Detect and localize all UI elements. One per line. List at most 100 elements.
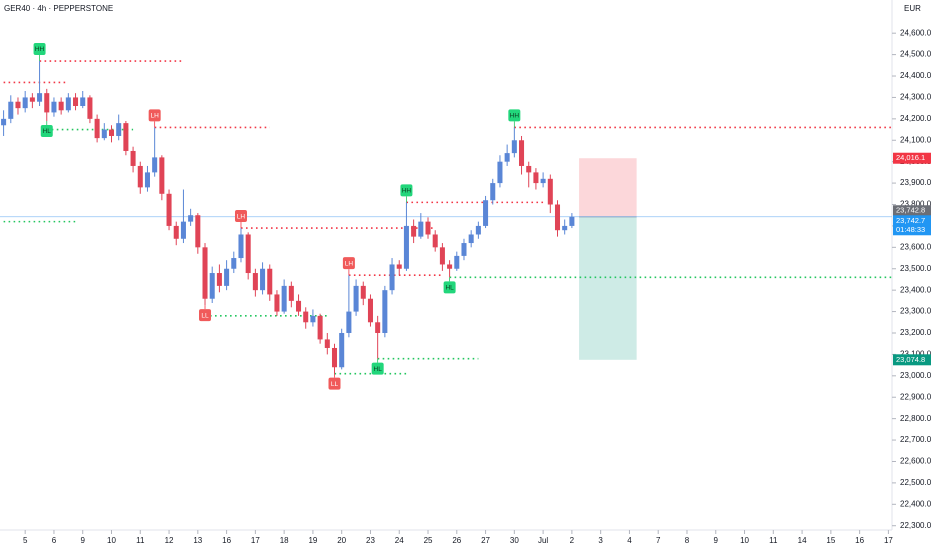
x-tick-label: 25 [424, 536, 433, 545]
price-label-box [893, 354, 931, 366]
y-tick-label: 23,800.0 [900, 200, 932, 209]
candle-body [260, 268, 266, 291]
candle-body [547, 178, 553, 205]
pivot-label: LL [201, 312, 209, 319]
x-tick-label: 5 [23, 536, 28, 545]
candle-body [94, 118, 100, 139]
x-tick-label: 20 [337, 536, 346, 545]
y-tick-label: 23,200.0 [900, 328, 932, 337]
candle-body [490, 183, 496, 201]
x-tick-label: 2 [570, 536, 575, 545]
candle-body [396, 264, 402, 269]
y-tick-label: 23,100.0 [900, 350, 932, 359]
y-tick-label: 23,500.0 [900, 264, 932, 273]
candle-body [540, 178, 546, 184]
y-tick-label: 24,300.0 [900, 93, 932, 102]
pivot-badge [443, 281, 456, 294]
candle-body [73, 97, 79, 106]
candle-body [44, 93, 50, 113]
candle-body [144, 172, 150, 188]
pivot-badge [234, 210, 247, 223]
candle-body [468, 234, 474, 244]
candle-body [360, 285, 366, 299]
stop-zone [579, 158, 637, 217]
candle-body [231, 258, 237, 269]
candle-body [224, 268, 230, 286]
y-tick-label: 22,700.0 [900, 435, 932, 444]
candle-body [180, 221, 186, 239]
pivot-label: HH [510, 113, 520, 120]
pivot-badge [199, 309, 212, 322]
pivot-badge [508, 109, 521, 122]
pivot-badge [33, 43, 46, 56]
x-tick-label: 12 [165, 536, 174, 545]
pivot-label: HH [35, 46, 45, 53]
chart-title: GER40 · 4h · PEPPERSTONE [4, 4, 113, 13]
x-tick-label: 10 [107, 536, 116, 545]
candle-body [403, 225, 409, 269]
candle-body [101, 129, 107, 139]
candle-body [447, 264, 453, 269]
candle-body [51, 101, 57, 113]
candle-body [267, 268, 273, 295]
candle-body [346, 311, 352, 333]
candle-body [188, 215, 194, 222]
x-tick-label: 18 [280, 536, 289, 545]
candle-body [382, 290, 388, 333]
candle-body [331, 347, 338, 368]
y-tick-label: 22,500.0 [900, 478, 932, 487]
y-tick-label: 23,000.0 [900, 371, 932, 380]
x-tick-label: 9 [714, 536, 719, 545]
candle-body [8, 101, 14, 119]
candle-body [87, 97, 93, 119]
y-tick-label: 24,100.0 [900, 135, 932, 144]
candle-body [108, 129, 115, 136]
candle-body [245, 234, 251, 274]
y-tick-label: 23,300.0 [900, 307, 932, 316]
pivot-badge [371, 362, 384, 375]
candle-body [339, 332, 345, 368]
y-tick-label: 24,200.0 [900, 114, 932, 123]
x-tick-label: 7 [656, 536, 661, 545]
pivot-label: LH [345, 260, 354, 267]
candle-body [22, 97, 28, 109]
candle-body [29, 97, 35, 102]
x-tick-label: 26 [452, 536, 461, 545]
x-tick-label: 14 [798, 536, 807, 545]
y-tick-label: 22,600.0 [900, 457, 932, 466]
price-label-box [893, 215, 931, 236]
price-label-box [893, 205, 931, 217]
candle-body [439, 247, 445, 265]
candle-body [461, 243, 467, 256]
candle-body [15, 101, 21, 109]
y-tick-label: 24,500.0 [900, 50, 932, 59]
candle-body [511, 140, 517, 154]
candle-body [137, 165, 143, 188]
candle-body [389, 264, 395, 291]
pivot-label: HL [374, 366, 383, 373]
candle-body [166, 193, 172, 226]
x-tick-label: 16 [855, 536, 864, 545]
candle-body [425, 221, 431, 235]
price-label: 23,074.8 [896, 355, 925, 364]
candle-body [519, 140, 525, 166]
candle-body [1, 118, 7, 126]
price-label: 24,016.1 [896, 153, 925, 162]
x-tick-label: 11 [136, 536, 145, 545]
candle-body [533, 172, 539, 184]
x-tick-label: 17 [251, 536, 260, 545]
y-tick-label: 23,900.0 [900, 178, 932, 187]
x-tick-label: 4 [627, 536, 632, 545]
candle-body [37, 93, 43, 102]
pivot-label: LL [331, 381, 339, 388]
candle-body [130, 150, 136, 166]
candle-body [418, 221, 424, 237]
candle-body [353, 285, 359, 312]
x-tick-label: 10 [740, 536, 749, 545]
y-tick-label: 23,600.0 [900, 242, 932, 251]
x-tick-label: 24 [395, 536, 404, 545]
price-label: 23,742.8 [896, 206, 925, 215]
